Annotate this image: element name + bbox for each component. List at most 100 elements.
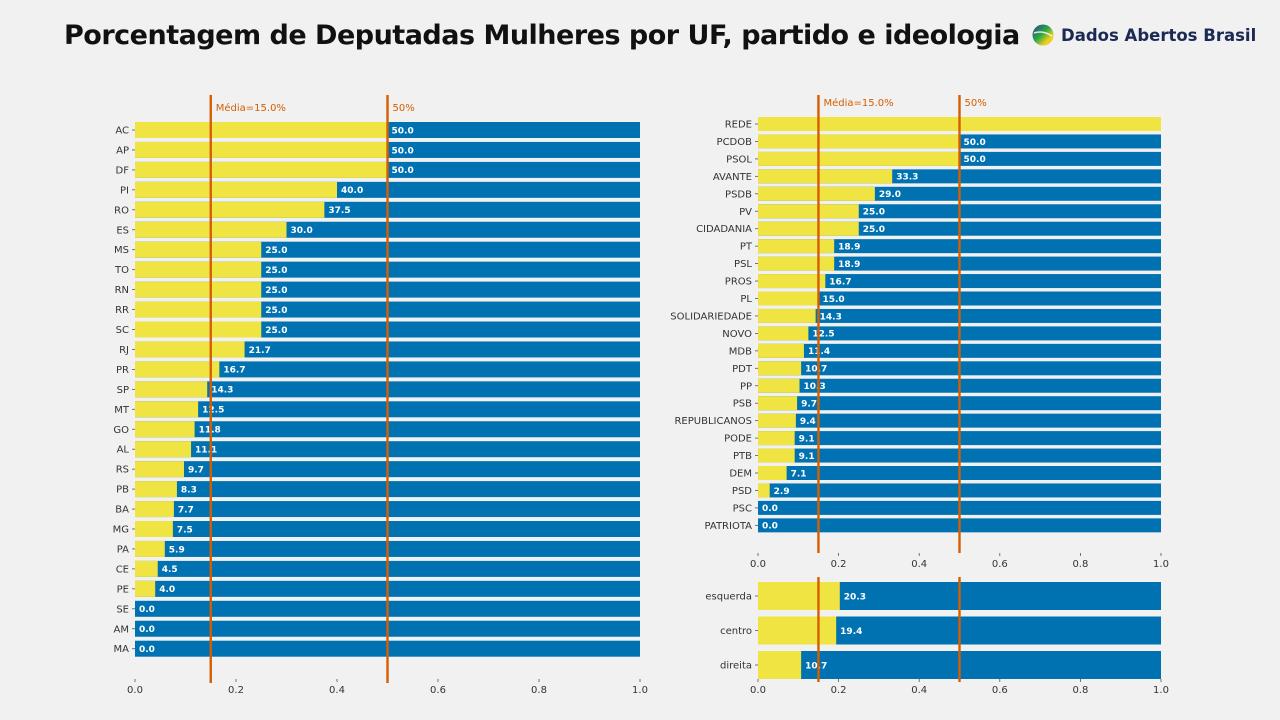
partido-bar-female-PTB (758, 448, 795, 463)
ideologia-xtick-label-5: 1.0 (1153, 685, 1169, 696)
uf-value-label-RS: 9.7 (188, 465, 204, 475)
partido-value-label-PSL: 18.9 (838, 260, 860, 270)
uf-value-label-SP: 14.3 (211, 386, 233, 396)
partido-bar-female-PODE (758, 431, 795, 446)
partido-value-label-PP: 10.3 (804, 382, 826, 392)
partido-category-label-PSC: PSC (733, 503, 752, 514)
uf-bar-female-SP (135, 381, 208, 398)
ideologia-category-label-direita: direita (720, 661, 752, 672)
partido-category-label-PP: PP (740, 381, 752, 392)
uf-bar-female-AC (135, 122, 388, 138)
uf-category-label-BA: BA (115, 505, 129, 516)
uf-category-label-DF: DF (116, 165, 130, 176)
partido-category-label-PROS: PROS (725, 277, 752, 288)
partido-bar-female-DEM (758, 466, 787, 480)
uf-value-label-RR: 25.0 (265, 306, 287, 316)
uf-value-label-TO: 25.0 (265, 266, 287, 276)
partido-value-label-PSD: 2.9 (774, 487, 790, 497)
uf-category-label-TO: TO (114, 265, 129, 276)
partido-category-label-PODE: PODE (724, 434, 752, 445)
partido-bar-female-PSDB (758, 186, 875, 201)
uf-value-label-DF: 50.0 (392, 166, 414, 176)
partido-category-label-PTB: PTB (733, 451, 752, 462)
brand-name: Dados Abertos Brasil (1061, 25, 1257, 45)
uf-xtick-label-4: 0.8 (531, 685, 547, 696)
uf-bar-female-DF (135, 161, 388, 178)
uf-value-label-CE: 4.5 (162, 565, 178, 575)
partido-category-label-PDT: PDT (732, 364, 753, 375)
uf-category-label-MS: MS (114, 245, 129, 256)
partido-value-label-PSC: 0.0 (762, 504, 778, 514)
partido-xtick-label-0: 0.0 (750, 559, 766, 570)
partido-reference-label-0: Média=15.0% (823, 97, 893, 109)
uf-xtick-label-5: 1.0 (632, 685, 648, 696)
partido-value-label-NOVO: 12.5 (812, 330, 834, 340)
uf-bar-female-CE (135, 560, 158, 577)
uf-category-label-MA: MA (114, 644, 130, 655)
page-title: Porcentagem de Deputadas Mulheres por UF… (64, 20, 1020, 51)
uf-value-label-ES: 30.0 (291, 226, 313, 236)
partido-bar-female-PROS (758, 274, 826, 289)
partido-category-label-PSOL: PSOL (726, 154, 752, 165)
ideologia-value-label-centro: 19.4 (840, 627, 862, 637)
ideologia-bar-female-centro (758, 616, 837, 645)
uf-category-label-CE: CE (116, 564, 129, 575)
partido-bar-female-PSOL (758, 151, 960, 166)
uf-xtick-label-0: 0.0 (127, 685, 143, 696)
partido-value-label-DEM: 7.1 (791, 469, 807, 479)
ideologia-category-label-centro: centro (720, 626, 752, 637)
ideologia-xtick-label-1: 0.2 (831, 685, 847, 696)
partido-bar-female-PDT (758, 361, 802, 376)
uf-bar-female-BA (135, 501, 174, 518)
partido-xtick-label-5: 1.0 (1153, 559, 1169, 570)
uf-category-label-PA: PA (117, 544, 129, 555)
partido-category-label-PATRIOTA: PATRIOTA (704, 521, 752, 532)
partido-category-label-PSDB: PSDB (725, 189, 752, 200)
partido-category-label-REDE: REDE (725, 120, 752, 131)
uf-category-label-SE: SE (116, 604, 129, 615)
ideologia-bar-female-esquerda (758, 582, 840, 610)
partido-category-label-PL: PL (740, 294, 752, 305)
partido-bar-female-MDB (758, 343, 804, 358)
uf-value-label-AM: 0.0 (139, 625, 155, 635)
uf-bar-female-RN (135, 281, 262, 298)
partido-value-label-PODE: 9.1 (799, 434, 815, 444)
uf-bar-female-PB (135, 481, 177, 498)
partido-bar-female-PP (758, 378, 800, 393)
uf-value-label-PE: 4.0 (159, 585, 175, 595)
uf-value-label-AL: 11.1 (195, 446, 217, 456)
uf-category-label-RJ: RJ (119, 345, 129, 356)
uf-value-label-PB: 8.3 (181, 485, 197, 495)
partido-category-label-CIDADANIA: CIDADANIA (696, 224, 752, 235)
uf-value-label-RO: 37.5 (328, 206, 350, 216)
uf-value-label-PR: 16.7 (223, 366, 245, 376)
partido-bar-female-PV (758, 204, 859, 219)
uf-bar-female-PR (135, 361, 220, 378)
uf-category-label-MT: MT (114, 405, 130, 416)
brazil-flag-circle-icon (1032, 24, 1054, 46)
partido-bar-female-NOVO (758, 326, 809, 341)
partido-bar-female-PSL (758, 256, 835, 271)
uf-value-label-MA: 0.0 (139, 645, 155, 655)
uf-value-label-SC: 25.0 (265, 326, 287, 336)
partido-category-label-PSB: PSB (733, 399, 752, 410)
partido-category-label-SOLIDARIEDADE: SOLIDARIEDADE (670, 311, 752, 322)
partido-value-label-REPUBLICANOS: 9.4 (800, 417, 816, 427)
uf-xtick-label-2: 0.4 (329, 685, 345, 696)
partido-bar-female-AVANTE (758, 169, 893, 184)
uf-category-label-PI: PI (120, 185, 129, 196)
uf-bar-female-MG (135, 521, 173, 537)
uf-category-label-GO: GO (113, 425, 129, 436)
uf-reference-label-0: Média=15.0% (216, 102, 286, 114)
uf-bar-female-AL (135, 441, 192, 458)
partido-xtick-label-2: 0.4 (911, 559, 927, 570)
uf-category-label-AP: AP (116, 145, 129, 156)
uf-value-label-AC: 50.0 (392, 126, 414, 136)
partido-category-label-PSL: PSL (734, 259, 752, 270)
partido-value-label-PV: 25.0 (863, 208, 885, 218)
uf-reference-label-1: 50% (393, 103, 415, 114)
partido-value-label-PSOL: 50.0 (964, 155, 986, 165)
partido-value-label-PSDB: 29.0 (879, 190, 901, 200)
uf-category-label-AL: AL (117, 445, 130, 456)
partido-bar-female-CIDADANIA (758, 221, 859, 236)
